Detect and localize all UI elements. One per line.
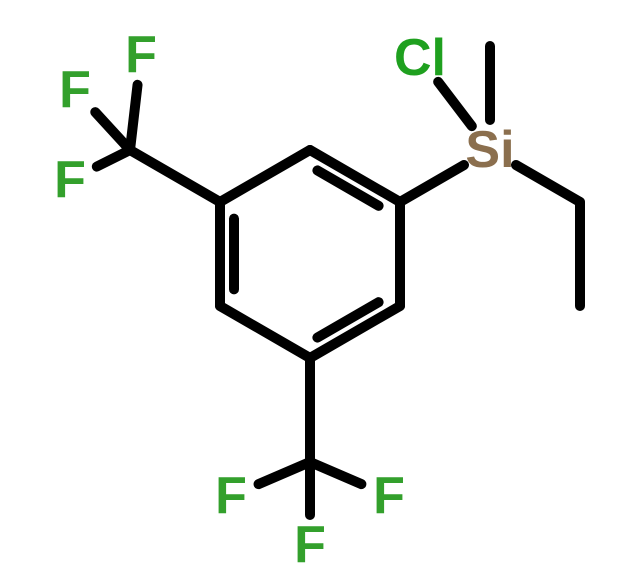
bond [130, 150, 220, 202]
bond [130, 85, 138, 150]
atom-label-f: F [54, 151, 86, 209]
atom-label-f: F [125, 26, 157, 84]
bond [310, 150, 400, 206]
bond [220, 306, 310, 358]
bond [220, 150, 310, 202]
atoms-layer: SiClFFFFFF [54, 26, 514, 573]
molecule-diagram: SiClFFFFFF [0, 0, 635, 573]
bond [259, 462, 310, 484]
bond [438, 82, 472, 126]
atom-label-f: F [215, 467, 247, 525]
bond [310, 302, 400, 358]
bond [220, 202, 234, 306]
atom-label-f: F [59, 61, 91, 119]
bond [95, 112, 130, 150]
bond [310, 462, 361, 484]
bond [400, 165, 464, 202]
bond [516, 165, 580, 202]
bonds-layer [95, 46, 580, 515]
atom-label-si: Si [465, 121, 514, 179]
atom-label-cl: Cl [394, 29, 446, 87]
atom-label-f: F [294, 516, 326, 573]
atom-label-f: F [373, 467, 405, 525]
bond [97, 150, 130, 167]
